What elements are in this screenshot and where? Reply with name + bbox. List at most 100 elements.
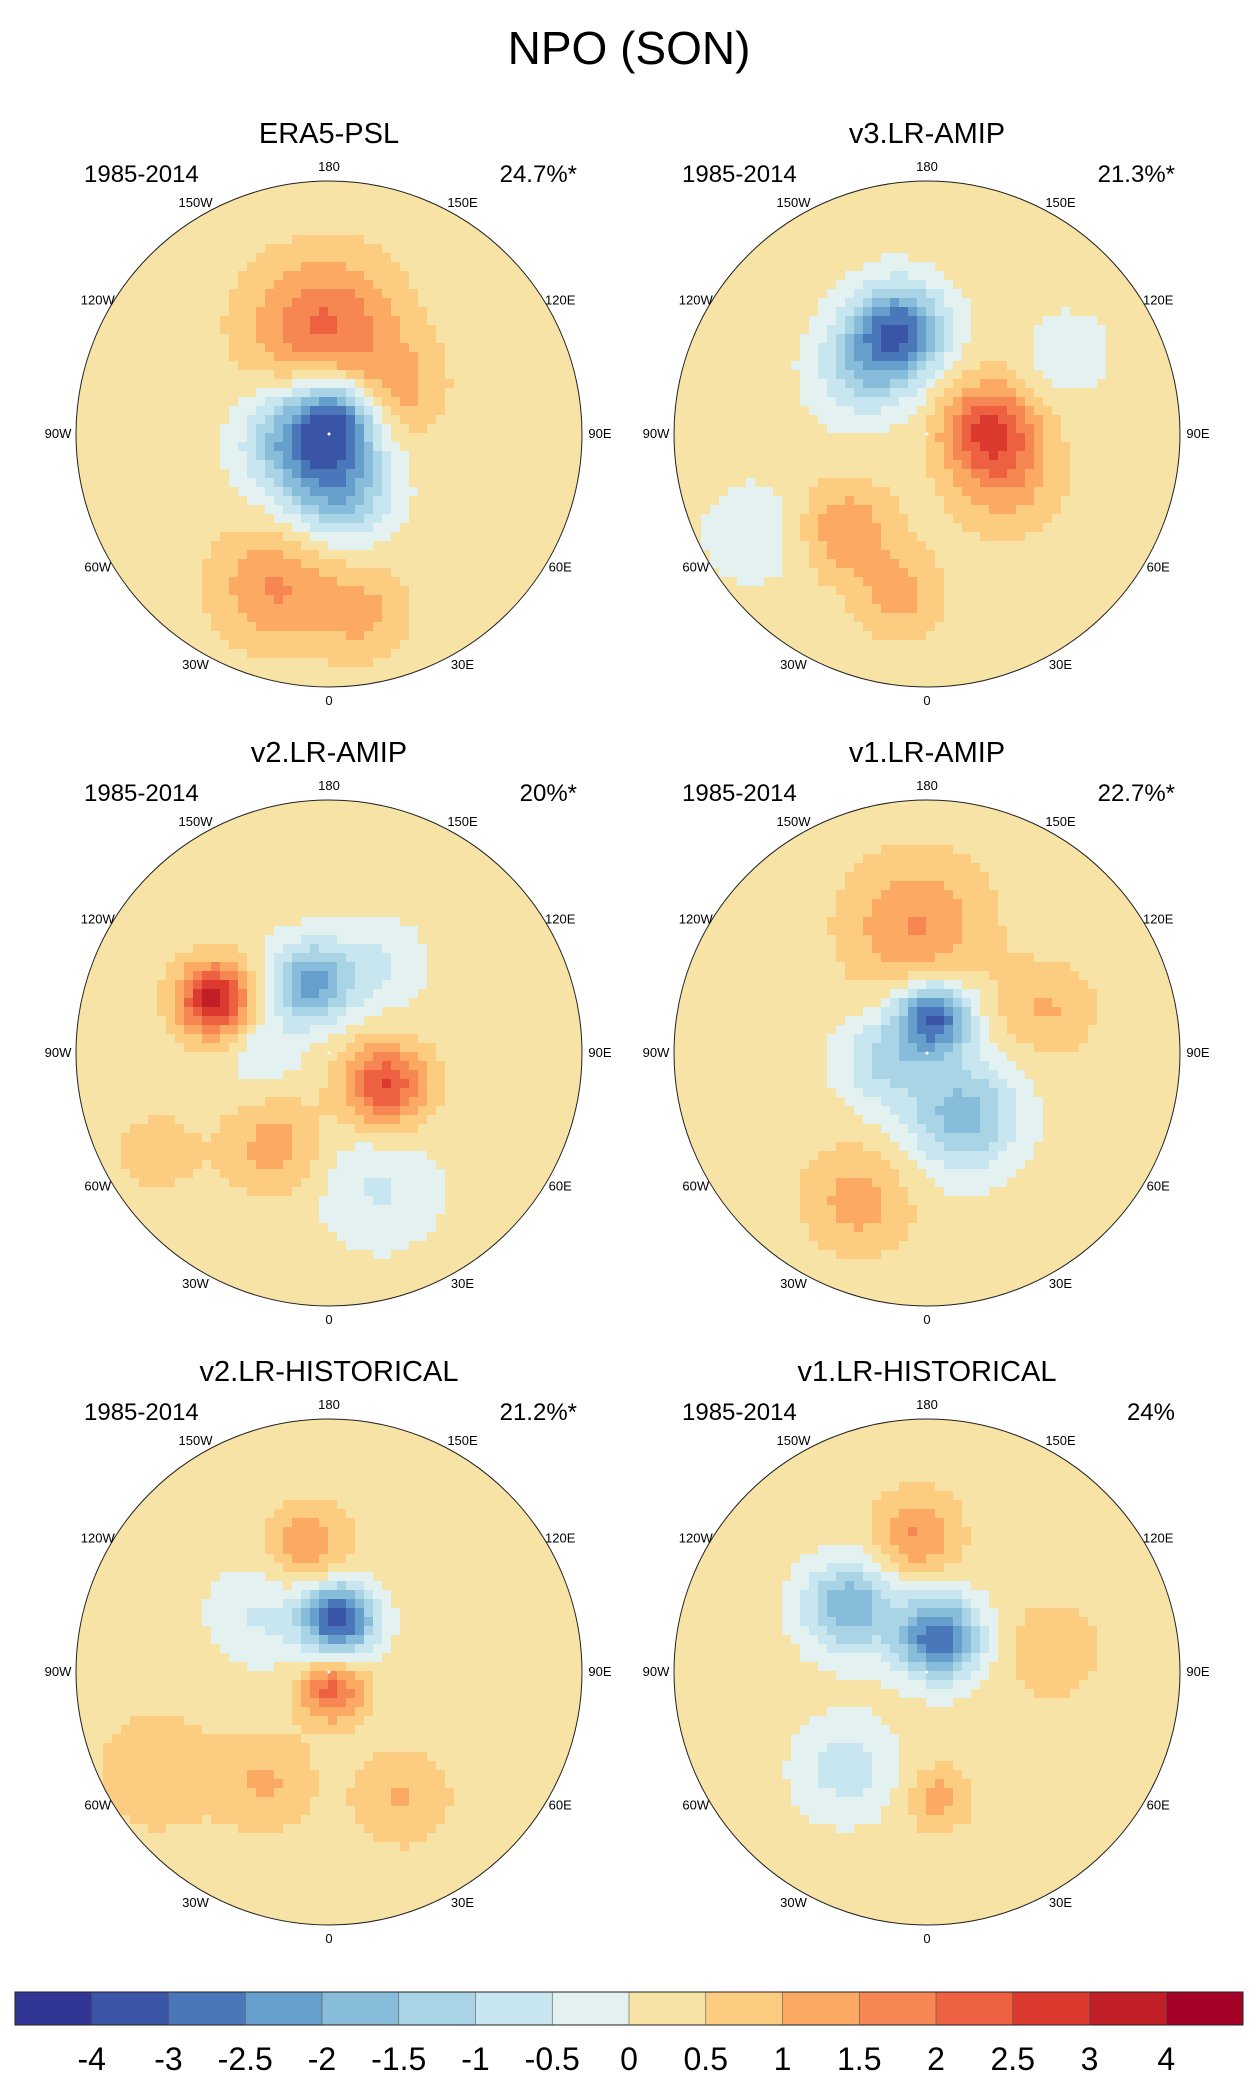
field-cell (764, 541, 774, 551)
field-cell (764, 451, 774, 461)
field-cell (229, 658, 239, 668)
field-cell (935, 352, 945, 362)
field-cell (553, 442, 563, 452)
field-cell (953, 271, 963, 281)
field-cell (355, 649, 365, 659)
field-cell (427, 595, 437, 605)
field-cell (791, 262, 801, 272)
field-cell (1052, 451, 1062, 461)
field-cell (265, 595, 275, 605)
field-cell (247, 640, 257, 650)
field-cell (1115, 406, 1125, 416)
field-cell (202, 433, 212, 443)
field-cell (1160, 370, 1170, 380)
field-cell (535, 496, 545, 506)
field-cell (301, 559, 311, 569)
field-cell (1070, 325, 1080, 335)
field-cell (283, 487, 293, 497)
field-cell (301, 379, 311, 389)
field-cell (238, 388, 248, 398)
field-cell (517, 604, 527, 614)
field-cell (881, 316, 891, 326)
field-cell (737, 352, 747, 362)
field-cell (355, 199, 365, 209)
field-cell (773, 361, 783, 371)
field-cell (463, 298, 473, 308)
field-cell (103, 505, 113, 515)
field-cell (1124, 271, 1134, 281)
field-cell (85, 325, 95, 335)
field-cell (373, 622, 383, 632)
field-cell (373, 325, 383, 335)
field-cell (989, 469, 999, 479)
field-cell (157, 613, 167, 623)
field-cell (157, 532, 167, 542)
field-cell (773, 415, 783, 425)
field-cell (683, 532, 693, 542)
field-cell (1079, 325, 1089, 335)
field-cell (935, 388, 945, 398)
field-cell (454, 604, 464, 614)
field-cell (373, 253, 383, 263)
field-cell (971, 370, 981, 380)
field-cell (454, 397, 464, 407)
field-cell (346, 271, 356, 281)
field-cell (121, 559, 131, 569)
field-cell (346, 262, 356, 272)
field-cell (827, 316, 837, 326)
field-cell (328, 640, 338, 650)
field-cell (1034, 325, 1044, 335)
field-cell (499, 235, 509, 245)
field-cell (692, 487, 702, 497)
field-cell (256, 577, 266, 587)
field-cell (544, 307, 554, 317)
field-cell (854, 271, 864, 281)
field-cell (238, 307, 248, 317)
field-cell (701, 469, 711, 479)
field-cell (773, 325, 783, 335)
field-cell (1115, 532, 1125, 542)
field-cell (121, 388, 131, 398)
field-cell (836, 469, 846, 479)
field-cell (499, 568, 509, 578)
field-cell (1079, 379, 1089, 389)
field-cell (890, 343, 900, 353)
field-cell (391, 424, 401, 434)
field-cell (202, 568, 212, 578)
field-cell (274, 541, 284, 551)
field-cell (818, 550, 828, 560)
field-cell (872, 469, 882, 479)
field-cell (319, 343, 329, 353)
field-cell (580, 442, 582, 452)
field-cell (1052, 496, 1062, 506)
field-cell (845, 532, 855, 542)
field-cell (391, 208, 401, 218)
field-cell (962, 559, 972, 569)
field-cell (265, 631, 275, 641)
field-cell (292, 406, 302, 416)
field-cell (1007, 235, 1017, 245)
field-cell (229, 559, 239, 569)
field-cell (130, 397, 140, 407)
field-cell (1079, 307, 1089, 317)
field-cell (1043, 208, 1053, 218)
field-cell (85, 487, 95, 497)
field-cell (1079, 559, 1089, 569)
field-cell (247, 370, 257, 380)
field-cell (800, 514, 810, 524)
field-cell (881, 595, 891, 605)
field-cell (890, 550, 900, 560)
field-cell (980, 577, 990, 587)
field-cell (980, 262, 990, 272)
field-cell (391, 514, 401, 524)
field-cell (265, 298, 275, 308)
field-cell (791, 595, 801, 605)
field-cell (998, 379, 1008, 389)
field-cell (899, 352, 909, 362)
field-cell (445, 343, 455, 353)
field-cell (499, 487, 509, 497)
field-cell (445, 505, 455, 515)
field-cell (409, 352, 419, 362)
field-cell (310, 181, 320, 191)
field-cell (953, 316, 963, 326)
